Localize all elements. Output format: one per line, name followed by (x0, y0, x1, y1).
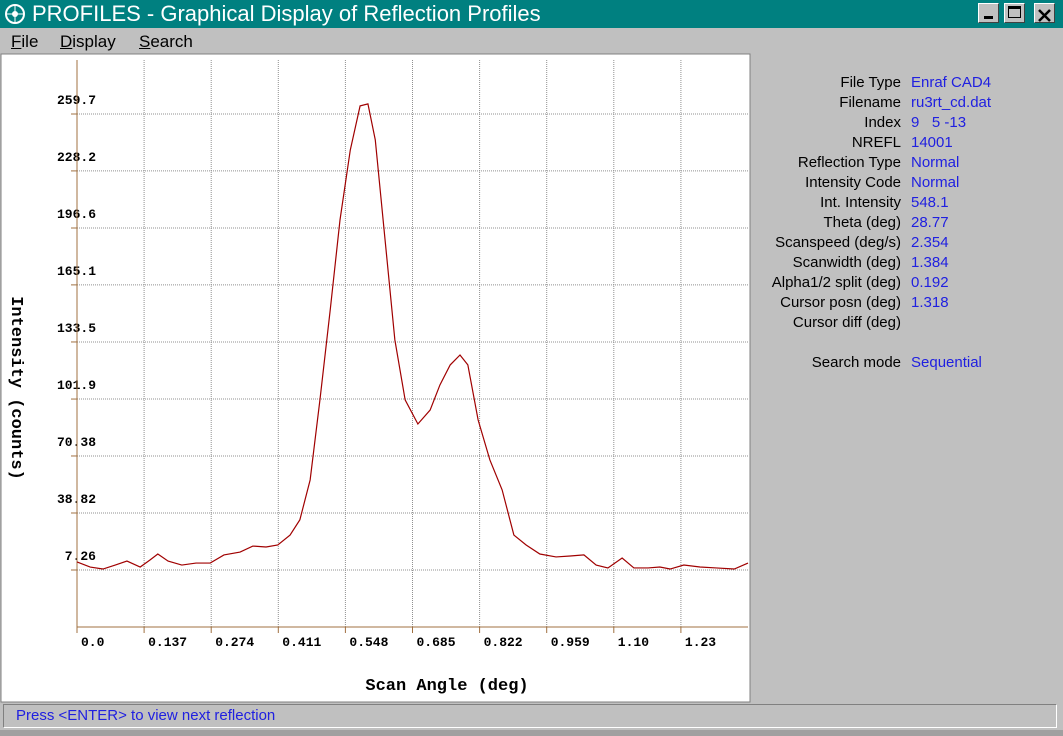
info-value: Normal (911, 154, 960, 171)
info-label: Scanspeed (deg/s) (775, 234, 901, 251)
menu-bar: File Display Search (0, 28, 1063, 54)
x-axis-label: Scan Angle (deg) (365, 677, 528, 696)
info-label: Cursor posn (deg) (780, 294, 901, 311)
info-value: 9 5 -13 (911, 114, 967, 131)
x-tick-label: 0.959 (551, 635, 590, 650)
y-axis-label: Intensity (counts) (6, 296, 25, 480)
info-value: Normal (911, 174, 960, 191)
info-label: Scanwidth (deg) (792, 254, 901, 271)
maximize-button[interactable] (1004, 3, 1025, 23)
info-value: ru3rt_cd.dat (911, 94, 992, 111)
close-button[interactable] (1034, 3, 1055, 23)
taskbar-strip (0, 730, 1063, 736)
info-value: 28.77 (911, 214, 949, 231)
x-tick-label: 0.137 (148, 635, 187, 650)
menu-display[interactable]: Display (60, 32, 116, 51)
info-panel: File Type Enraf CAD4 Filename ru3rt_cd.dat I… (771, 74, 992, 371)
info-label: Filename (839, 94, 901, 111)
menu-file[interactable]: File (11, 32, 39, 51)
info-value: 0.192 (911, 274, 949, 291)
plot-panel (0, 53, 751, 703)
info-label: NREFL (851, 134, 901, 151)
x-tick-label: 1.10 (618, 635, 649, 650)
x-tick-label: 0.822 (484, 635, 523, 650)
info-label: Index (864, 114, 901, 131)
x-tick-label: 0.0 (81, 635, 105, 650)
info-label: Search mode (811, 354, 901, 371)
app-icon (5, 4, 25, 24)
info-label: Intensity Code (805, 174, 901, 191)
title-bar: PROFILES - Graphical Display of Reflecti… (0, 0, 1063, 28)
info-label: File Type (840, 74, 901, 91)
info-label: Reflection Type (797, 154, 901, 171)
info-label: Theta (deg) (823, 214, 901, 231)
info-value: 1.384 (911, 254, 949, 271)
info-label: Alpha1/2 split (deg) (771, 274, 901, 291)
menu-search[interactable]: Search (139, 32, 193, 51)
status-bar: Press <ENTER> to view next reflection (3, 704, 1057, 728)
minimize-button[interactable] (978, 3, 999, 23)
info-label: Cursor diff (deg) (792, 314, 901, 331)
x-tick-label: 1.23 (685, 635, 716, 650)
info-value: 1.318 (911, 294, 949, 311)
y-tick-label: 7.26 (65, 549, 96, 564)
chart: Scan Angle (deg) Intensity (counts) 7.26… (0, 53, 751, 703)
info-label: Int. Intensity (820, 194, 901, 211)
info-value: Sequential (911, 354, 982, 371)
x-tick-label: 0.548 (349, 635, 388, 650)
info-value: 14001 (911, 134, 953, 151)
window-title: PROFILES - Graphical Display of Reflecti… (32, 1, 541, 26)
data-line (76, 103, 749, 570)
x-tick-label: 0.411 (282, 635, 321, 650)
y-tick-label: 259.7 (57, 93, 96, 108)
x-tick-label: 0.685 (417, 635, 456, 650)
x-tick-label: 0.274 (215, 635, 254, 650)
info-value: Enraf CAD4 (911, 74, 992, 91)
info-value: 548.1 (911, 194, 949, 211)
info-value: 2.354 (911, 234, 949, 251)
